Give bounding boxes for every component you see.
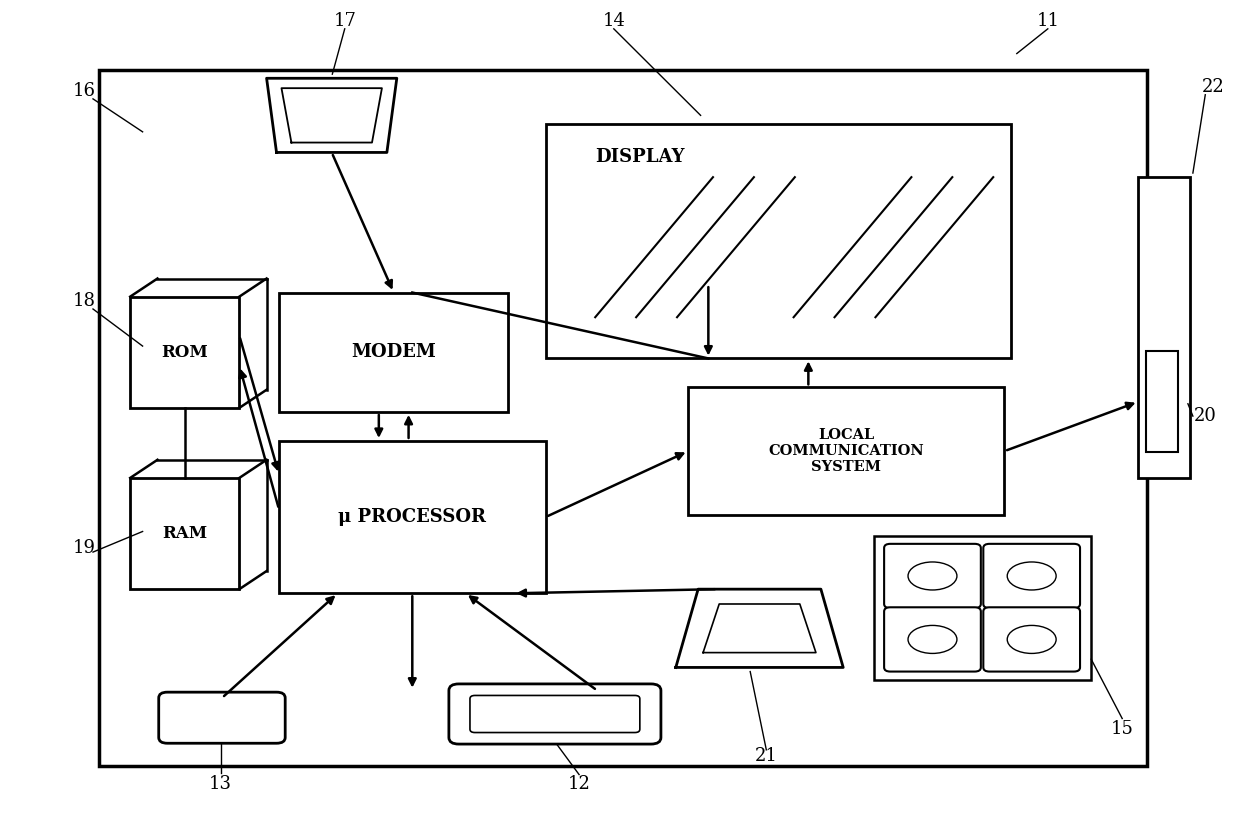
Bar — [130, 478, 239, 589]
Text: 17: 17 — [334, 12, 356, 30]
Ellipse shape — [1007, 562, 1056, 590]
Ellipse shape — [908, 625, 957, 653]
Text: 12: 12 — [568, 775, 590, 794]
Text: 13: 13 — [210, 775, 232, 794]
Bar — [1146, 351, 1178, 452]
Text: 16: 16 — [73, 82, 95, 100]
Text: ROM: ROM — [161, 344, 208, 361]
Bar — [546, 124, 1011, 358]
Bar — [874, 536, 1091, 680]
Text: LOCAL
COMMUNICATION
SYSTEM: LOCAL COMMUNICATION SYSTEM — [769, 428, 924, 475]
Ellipse shape — [1007, 625, 1056, 653]
FancyBboxPatch shape — [159, 692, 285, 743]
Text: 14: 14 — [603, 12, 625, 30]
Ellipse shape — [908, 562, 957, 590]
Bar — [688, 387, 1004, 515]
Text: μ PROCESSOR: μ PROCESSOR — [339, 508, 486, 526]
Text: MODEM: MODEM — [351, 344, 436, 361]
Text: RAM: RAM — [162, 525, 207, 542]
Polygon shape — [676, 589, 843, 667]
FancyBboxPatch shape — [470, 695, 640, 733]
Bar — [279, 441, 546, 593]
Text: 19: 19 — [73, 539, 95, 557]
Bar — [130, 297, 239, 408]
FancyBboxPatch shape — [449, 684, 661, 744]
Text: 11: 11 — [1037, 12, 1059, 30]
Text: 18: 18 — [73, 292, 95, 310]
Text: 21: 21 — [755, 747, 777, 765]
Bar — [99, 70, 1147, 766]
FancyBboxPatch shape — [884, 544, 981, 608]
Text: 22: 22 — [1202, 77, 1224, 96]
Text: DISPLAY: DISPLAY — [595, 148, 684, 166]
FancyBboxPatch shape — [884, 607, 981, 672]
Text: 20: 20 — [1194, 407, 1216, 425]
Bar — [279, 293, 508, 412]
FancyBboxPatch shape — [983, 544, 1080, 608]
Bar — [1138, 177, 1190, 478]
FancyBboxPatch shape — [983, 607, 1080, 672]
Polygon shape — [267, 78, 397, 152]
Text: 15: 15 — [1111, 720, 1133, 738]
